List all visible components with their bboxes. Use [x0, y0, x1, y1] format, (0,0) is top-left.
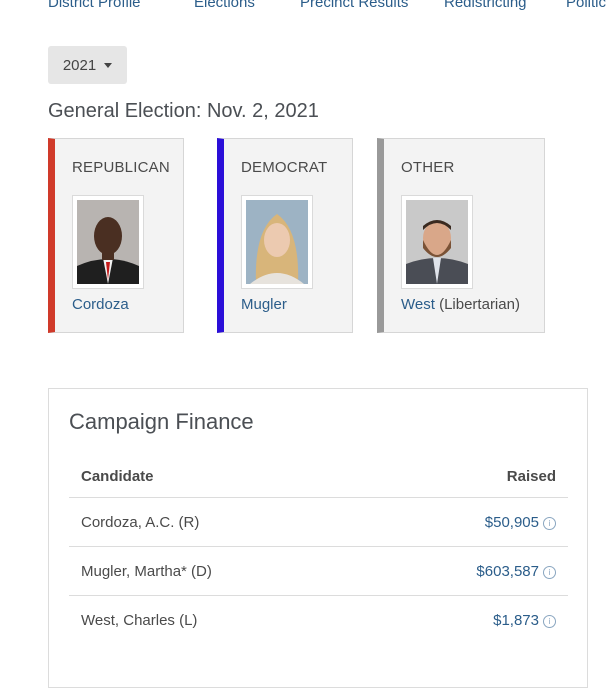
raised-cell: $50,905 i — [368, 497, 568, 547]
campaign-finance-table: Candidate Raised Cordoza, A.C. (R) $50,9… — [69, 455, 568, 644]
nav-elections[interactable]: Elections — [194, 0, 255, 11]
candidate-photo-west[interactable] — [401, 195, 473, 289]
party-card-other: OTHER West (Libertarian) — [377, 138, 545, 333]
candidate-link-mugler[interactable]: Mugler — [241, 296, 287, 313]
raised-cell: $603,587 i — [368, 546, 568, 596]
candidate-cell: West, Charles (L) — [81, 611, 198, 629]
candidate-photo — [77, 200, 139, 284]
campaign-finance-panel: Campaign Finance Candidate Raised Cordoz… — [48, 388, 588, 688]
party-label: REPUBLICAN — [72, 159, 170, 176]
table-row: Mugler, Martha* (D) $603,587 i — [69, 546, 568, 596]
party-card-democrat: DEMOCRAT Mugler — [217, 138, 353, 333]
candidate-name: Mugler — [241, 296, 287, 313]
candidate-photo-mugler[interactable] — [241, 195, 313, 289]
info-icon[interactable]: i — [543, 614, 556, 628]
top-nav: District Profile Elections Precinct Resu… — [0, 0, 610, 16]
candidate-photo — [406, 200, 468, 284]
candidate-link-cordoza[interactable]: Cordoza — [72, 296, 129, 313]
raised-link[interactable]: $1,873 — [493, 611, 539, 629]
candidate-link-west[interactable]: West (Libertarian) — [401, 296, 520, 313]
raised-link[interactable]: $603,587 — [476, 562, 539, 580]
nav-redistricting[interactable]: Redistricting — [444, 0, 527, 11]
nav-district-profile[interactable]: District Profile — [48, 0, 141, 11]
table-row: West, Charles (L) $1,873 i — [69, 596, 568, 645]
nav-precinct-results[interactable]: Precinct Results — [300, 0, 409, 11]
candidate-cell: Mugler, Martha* (D) — [69, 546, 369, 596]
candidate-photo-cordoza[interactable] — [72, 195, 144, 289]
candidate-name: Cordoza — [72, 296, 129, 313]
election-title: General Election: Nov. 2, 2021 — [48, 100, 319, 122]
candidate-photo — [246, 200, 308, 284]
year-dropdown[interactable]: 2021 — [48, 46, 127, 84]
raised-cell: $1,873 i — [368, 596, 568, 645]
candidate-affiliation: (Libertarian) — [439, 296, 520, 313]
raised-link[interactable]: $50,905 — [484, 513, 539, 531]
table-row: Cordoza, A.C. (R) $50,905 i — [69, 497, 568, 547]
table-header-row: Candidate Raised — [69, 455, 568, 498]
party-label: OTHER — [401, 159, 455, 176]
campaign-finance-title: Campaign Finance — [69, 409, 254, 434]
party-card-republican: REPUBLICAN Cordoza — [48, 138, 184, 333]
nav-politics[interactable]: Politic — [566, 0, 607, 11]
party-label: DEMOCRAT — [241, 159, 328, 176]
info-icon[interactable]: i — [543, 516, 556, 530]
candidate-name: West — [401, 296, 435, 313]
column-header-raised: Raised — [368, 455, 568, 498]
year-dropdown-value: 2021 — [62, 56, 97, 74]
candidate-cell: Cordoza, A.C. (R) — [69, 497, 369, 547]
column-header-candidate: Candidate — [69, 455, 369, 498]
info-icon[interactable]: i — [543, 565, 556, 579]
caret-down-icon — [104, 62, 113, 68]
